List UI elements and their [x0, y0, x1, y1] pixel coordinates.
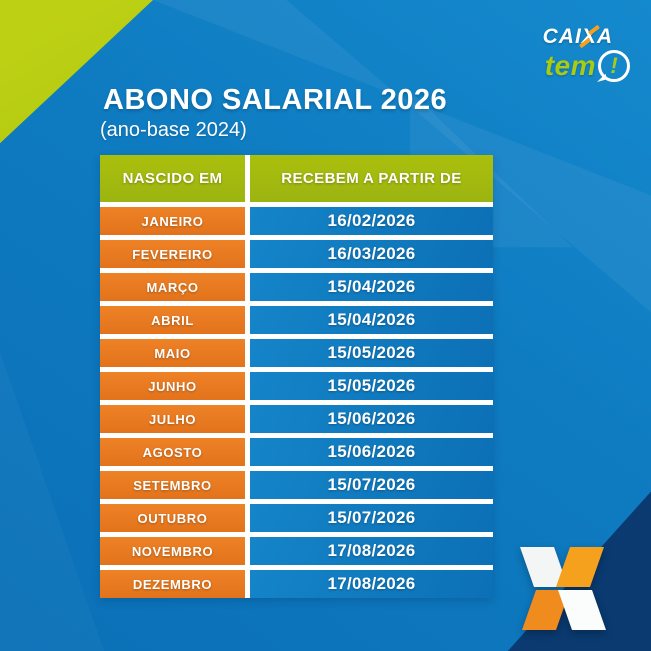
caixa-suffix: A [596, 25, 613, 48]
date-cell: 17/08/2026 [250, 570, 493, 598]
date-cell: 15/04/2026 [250, 273, 493, 301]
month-cell: JULHO [100, 405, 245, 433]
speech-bubble-tail-icon [597, 73, 607, 82]
date-cell: 15/06/2026 [250, 438, 493, 466]
date-cell: 16/03/2026 [250, 240, 493, 268]
date-cell: 15/06/2026 [250, 405, 493, 433]
page-subtitle: (ano-base 2024) [100, 119, 247, 141]
month-cell: NOVEMBRO [100, 537, 245, 565]
tem-text: tem [544, 50, 596, 81]
column-header-born-in: NASCIDO EM [100, 155, 245, 202]
date-cell: 15/07/2026 [250, 504, 493, 532]
caixa-tem-logo: CAIX A tem ! [542, 24, 630, 82]
month-cell: MAIO [100, 339, 245, 367]
month-cell: MARÇO [100, 273, 245, 301]
page-title: ABONO SALARIAL 2026 [103, 84, 448, 116]
date-cell: 17/08/2026 [250, 537, 493, 565]
month-cell: OUTUBRO [100, 504, 245, 532]
date-cell: 15/05/2026 [250, 372, 493, 400]
date-cell: 15/04/2026 [250, 306, 493, 334]
caixa-prefix: CAI [542, 25, 582, 48]
month-cell: JUNHO [100, 372, 245, 400]
date-cell: 15/05/2026 [250, 339, 493, 367]
caixa-wordmark: CAIX A [542, 24, 630, 49]
tem-wordmark: tem ! [543, 50, 630, 82]
month-cell: DEZEMBRO [100, 570, 245, 598]
month-cell: ABRIL [100, 306, 245, 334]
exclamation-mark: ! [610, 53, 618, 78]
month-cell: JANEIRO [100, 207, 245, 235]
month-cell: FEVEREIRO [100, 240, 245, 268]
date-cell: 16/02/2026 [250, 207, 493, 235]
caixa-x-letter: X [578, 24, 600, 49]
column-header-receive-from: RECEBEM A PARTIR DE [250, 155, 493, 202]
payment-schedule-table: NASCIDO EM RECEBEM A PARTIR DE JANEIRO 1… [100, 155, 493, 598]
month-cell: SETEMBRO [100, 471, 245, 499]
month-cell: AGOSTO [100, 438, 245, 466]
date-cell: 15/07/2026 [250, 471, 493, 499]
speech-bubble-icon: ! [597, 50, 630, 82]
caixa-x-logo-icon [520, 547, 606, 630]
